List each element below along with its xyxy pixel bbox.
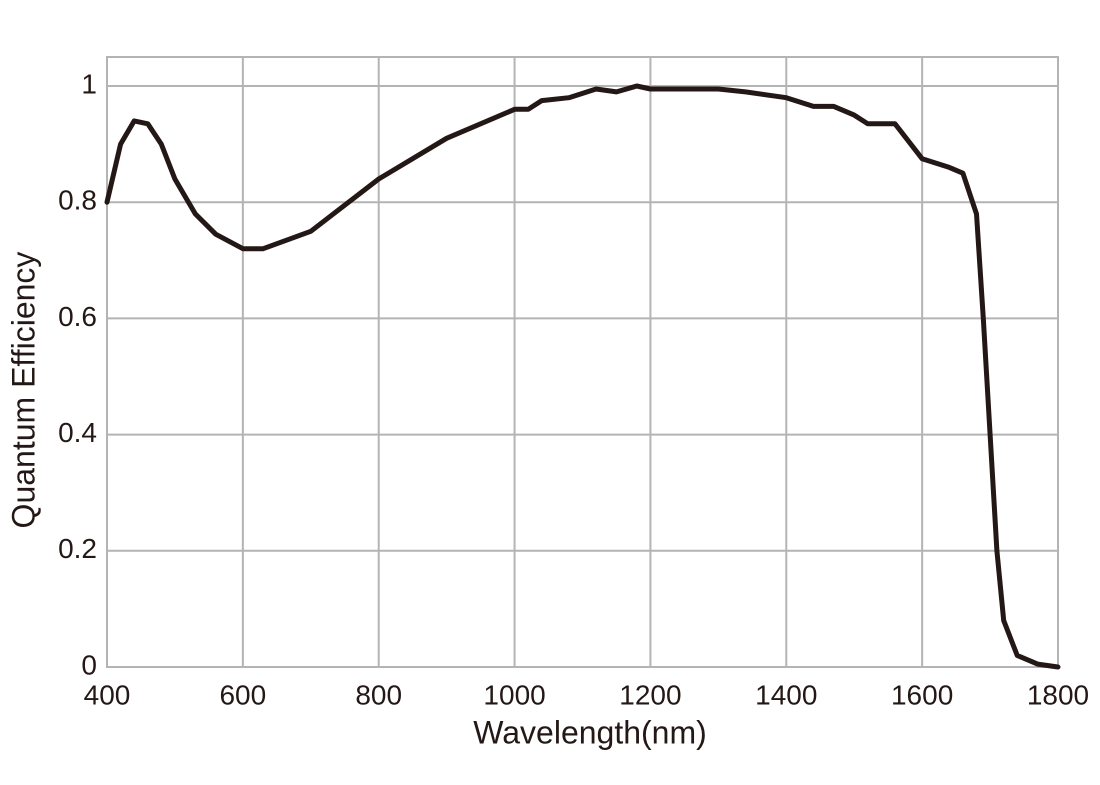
y-tick-label: 0.2 [58,533,97,564]
y-tick-label: 0.8 [58,185,97,216]
y-tick-label: 0.6 [58,301,97,332]
y-tick-label: 0.4 [58,417,97,448]
x-tick-label: 400 [84,679,131,710]
y-tick-label: 1 [81,68,97,99]
y-axis-label: Quantum Efficiency [5,252,41,529]
x-axis-label: Wavelength(nm) [473,714,707,750]
x-tick-label: 1600 [891,679,953,710]
x-tick-label: 1000 [483,679,545,710]
x-tick-label: 600 [219,679,266,710]
x-tick-label: 1800 [1027,679,1089,710]
x-tick-label: 800 [355,679,402,710]
x-tick-label: 1400 [755,679,817,710]
data-line [104,83,1061,670]
x-tick-label: 1200 [619,679,681,710]
y-tick-label: 0 [81,649,97,680]
